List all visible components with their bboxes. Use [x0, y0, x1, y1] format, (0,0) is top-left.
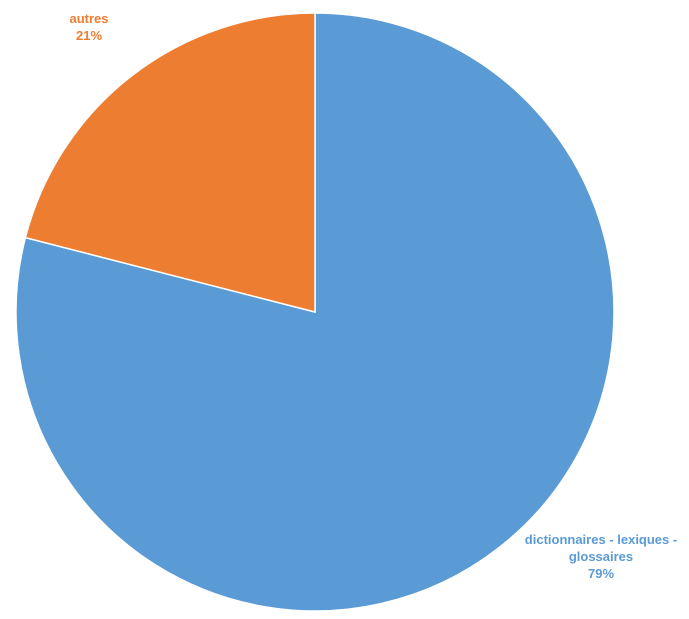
pie-labels: dictionnaires - lexiques - glossaires 79% a… — [69, 11, 677, 581]
pie-slice-category-label: autres — [69, 11, 108, 26]
pie-slices — [15, 12, 615, 612]
pie-slice-category-label: glossaires — [569, 549, 633, 564]
pie-slice-value-label: 21% — [76, 28, 102, 43]
pie-slice-1 — [24, 12, 316, 313]
pie-slice-label-0: dictionnaires - lexiques - glossaires 79% — [525, 532, 677, 581]
pie-slice-category-label: dictionnaires - lexiques - — [525, 532, 677, 547]
pie-slice-value-label: 79% — [588, 566, 614, 581]
pie-slice-label-1: autres 21% — [69, 11, 108, 43]
